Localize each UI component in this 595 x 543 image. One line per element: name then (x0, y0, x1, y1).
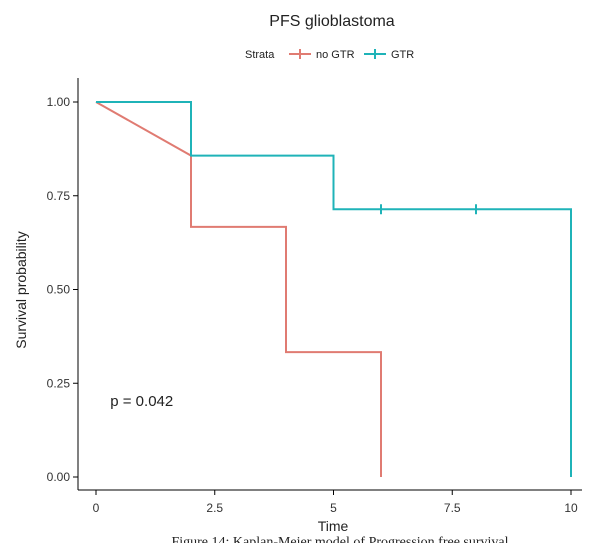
x-tick-label: 2.5 (206, 501, 223, 515)
x-ticks: 0 2.5 5 7.5 10 (93, 490, 578, 515)
y-axis-label: Survival probability (13, 231, 29, 349)
x-tick-label: 0 (93, 501, 100, 515)
y-tick-label: 0.50 (47, 283, 71, 297)
y-tick-label: 0.00 (47, 470, 71, 484)
y-tick-label: 0.25 (47, 376, 71, 390)
y-tick-label: 1.00 (47, 95, 71, 109)
chart-title: PFS glioblastoma (269, 13, 394, 30)
series-line-gtr (96, 101, 572, 477)
axes: 0 2.5 5 7.5 10 0.00 0.25 0.50 0.75 1.00 (47, 78, 582, 515)
x-tick-label: 5 (330, 501, 337, 515)
series-layer (95, 101, 572, 477)
legend-title: Strata (245, 49, 275, 61)
legend-label-no-gtr: no GTR (316, 49, 355, 61)
y-ticks: 0.00 0.25 0.50 0.75 1.00 (47, 95, 78, 484)
figure-caption: Figure 14: Kaplan-Meier model of Progres… (171, 535, 508, 543)
legend: Strata no GTR GTR (245, 49, 414, 61)
x-tick-label: 7.5 (444, 501, 461, 515)
series-line-no-gtr (95, 101, 382, 477)
y-tick-label: 0.75 (47, 189, 71, 203)
x-tick-label: 10 (564, 501, 578, 515)
x-axis-label: Time (318, 518, 349, 534)
legend-label-gtr: GTR (391, 49, 414, 61)
p-value-annotation: p = 0.042 (110, 393, 173, 410)
